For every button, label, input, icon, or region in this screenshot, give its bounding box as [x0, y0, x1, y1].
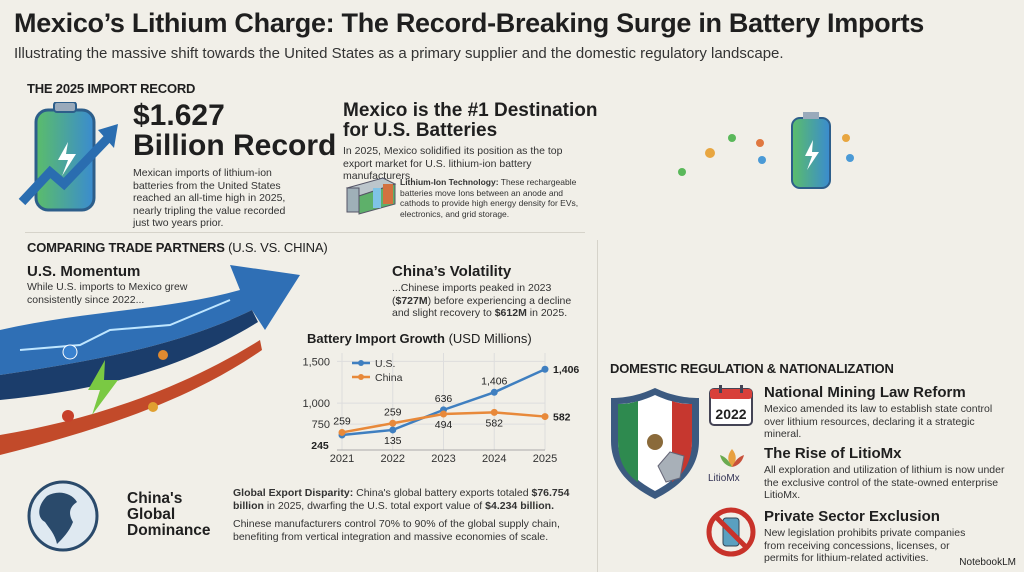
x-tick-label: 2024 [482, 453, 506, 465]
litiomx-logo-text: LitioMx [708, 473, 740, 484]
data-label: 636 [435, 393, 453, 405]
page-subtitle: Illustrating the massive shift towards t… [14, 45, 784, 62]
china-peak: $727M [395, 294, 428, 307]
china-body-1: ...Chinese imports peaked in 2023 ( [392, 282, 552, 307]
china-recovery: $612M [494, 307, 527, 319]
y-tick-label: 1,500 [302, 356, 330, 368]
globe-icon [27, 480, 99, 552]
notebooklm-brand: NotebookLM [959, 557, 1016, 568]
china-body-3: in 2025. [526, 307, 568, 319]
litiomx-logo-icon [720, 449, 744, 467]
legend-label: U.S. [375, 358, 395, 370]
supply-chain-text: Chinese manufacturers control 70% to 90%… [233, 518, 560, 543]
record-amount: $1.627 [133, 99, 225, 132]
china-global-title-1: China's [127, 490, 183, 507]
data-point [541, 413, 549, 421]
no-battery-icon [706, 507, 756, 557]
x-tick-label: 2022 [381, 453, 405, 465]
disparity-us: $4.234 billion. [485, 499, 555, 512]
us-momentum-body: While U.S. imports to Mexico grew consis… [27, 281, 188, 306]
reg-item-title: National Mining Law Reform [764, 384, 966, 401]
data-label: 582 [485, 417, 503, 429]
tech-body: These rechargeable batteries move Ions b… [400, 177, 579, 219]
data-label: 494 [435, 419, 453, 431]
data-label: 245 [311, 440, 329, 452]
chart-title-suffix: (USD Millions) [448, 331, 532, 346]
x-tick-label: 2023 [431, 453, 455, 465]
tech-label: Lithium-Ion Technology: [400, 177, 499, 187]
data-point [338, 428, 346, 436]
legend-label: China [375, 372, 403, 384]
data-label: 135 [384, 435, 402, 447]
data-label: 1,406 [553, 364, 579, 376]
record-amount-label: Billion Record [133, 129, 337, 162]
legend-marker [358, 360, 364, 366]
chart-title: Battery Import Growth [307, 331, 445, 346]
record-body: Mexican imports of lithium-ion batteries… [133, 167, 286, 229]
data-point [440, 410, 447, 418]
us-momentum-title: U.S. Momentum [27, 263, 141, 280]
section-title-compare: COMPARING TRADE PARTNERS [27, 240, 225, 255]
china-volatility-title: China’s Volatility [392, 263, 512, 280]
divider-vertical [597, 240, 598, 572]
data-label: 259 [384, 406, 402, 418]
disparity-text: China's global battery exports totaled [356, 487, 529, 499]
data-point [490, 408, 498, 416]
destination-title: Mexico is the #1 Destination for U.S. Ba… [343, 100, 598, 141]
reg-item-body: New legislation prohibits private compan… [764, 527, 966, 564]
calendar-year: 2022 [715, 406, 746, 422]
calendar-icon: 2022 [709, 385, 753, 426]
data-point [541, 365, 549, 373]
reg-item-body: All exploration and utilization of lithi… [764, 464, 1005, 501]
disparity-amount: $76.754 billion [233, 487, 570, 512]
legend-marker [358, 374, 364, 380]
destination-body: In 2025, Mexico solidified its position … [343, 145, 563, 182]
section-title-import-record: THE 2025 IMPORT RECORD [27, 81, 196, 96]
data-point [389, 419, 397, 427]
section-title-regulation: DOMESTIC REGULATION & NATIONALIZATION [610, 361, 894, 376]
momentum-arrow-illustration [0, 265, 300, 455]
x-tick-label: 2025 [533, 453, 557, 465]
divider [25, 232, 585, 233]
data-label: 259 [333, 415, 351, 427]
disparity-text-2: in 2025, dwarfing the U.S. total export … [266, 499, 483, 512]
data-label: 1,406 [481, 375, 507, 387]
x-tick-label: 2021 [330, 453, 354, 465]
battery-import-chart: 2021 2022 2023 2024 2025 1,500 1,000 750 245 135 6… [302, 353, 579, 465]
battery-growth-icon [18, 102, 118, 212]
china-global-title-3: Dominance [127, 522, 211, 539]
reg-item-title: Private Sector Exclusion [764, 508, 940, 525]
reg-item-title: The Rise of LitioMx [764, 445, 902, 462]
battery-particles-icon [678, 112, 854, 189]
data-label: 582 [553, 412, 571, 424]
disparity-label: Global Export Disparity: [233, 487, 354, 499]
china-global-title-2: Global [127, 506, 176, 523]
y-tick-label: 750 [312, 419, 330, 431]
page-title: Mexico’s Lithium Charge: The Record-Brea… [14, 8, 924, 38]
data-point [490, 388, 498, 396]
y-tick-label: 1,000 [302, 398, 330, 410]
reg-item-body: Mexico amended its law to establish stat… [764, 403, 993, 440]
mexico-shield-icon [611, 388, 699, 499]
data-point [389, 426, 397, 434]
china-body-2: ) before experiencing a decline and slig… [392, 294, 572, 320]
battery-cell-icon [345, 177, 397, 215]
section-title-compare-suffix: (U.S. VS. CHINA) [228, 240, 328, 255]
